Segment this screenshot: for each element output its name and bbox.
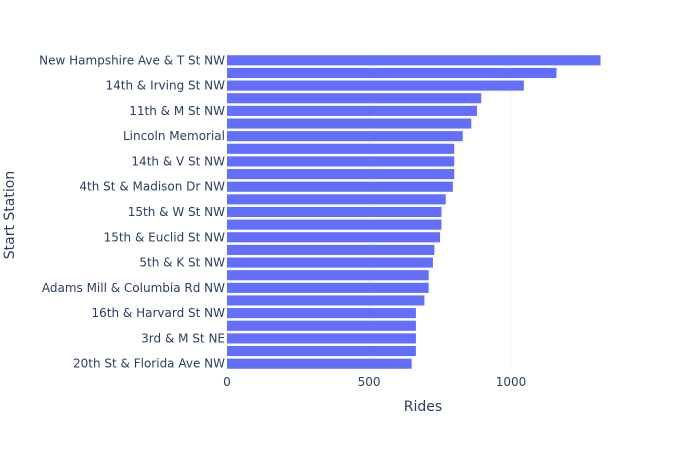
bar[interactable] xyxy=(227,232,441,243)
y-tick-label: Lincoln Memorial xyxy=(123,129,225,143)
x-tick-label: 1000 xyxy=(496,375,527,389)
bar[interactable] xyxy=(227,282,429,293)
y-tick-label: New Hampshire Ave & T St NW xyxy=(39,53,225,67)
bar[interactable] xyxy=(227,244,435,255)
x-tick-label: 0 xyxy=(223,375,231,389)
bar[interactable] xyxy=(227,156,455,167)
bar[interactable] xyxy=(227,194,446,205)
y-tick-label: 4th St & Madison Dr NW xyxy=(79,180,225,194)
bar[interactable] xyxy=(227,219,442,230)
y-tick-label: 14th & V St NW xyxy=(131,154,225,168)
y-tick-label: 3rd & M St NE xyxy=(141,331,225,345)
bar[interactable] xyxy=(227,206,442,218)
bar[interactable] xyxy=(227,270,429,281)
bars xyxy=(227,55,601,369)
y-tick-label: 14th & Irving St NW xyxy=(106,79,226,93)
bar[interactable] xyxy=(227,118,472,129)
y-tick-label: 16th & Harvard St NW xyxy=(92,306,226,320)
y-tick-label: 11th & M St NW xyxy=(129,104,225,118)
bar[interactable] xyxy=(227,358,412,369)
bar[interactable] xyxy=(227,308,416,319)
y-tick-label: 15th & Euclid St NW xyxy=(104,230,226,244)
bar[interactable] xyxy=(227,55,601,66)
bar[interactable] xyxy=(227,345,416,357)
bar[interactable] xyxy=(227,131,463,142)
bar[interactable] xyxy=(227,169,455,180)
bar[interactable] xyxy=(227,295,425,306)
bar[interactable] xyxy=(227,320,416,331)
bar[interactable] xyxy=(227,143,455,154)
x-tick-labels: 0 500 1000 xyxy=(223,375,526,389)
bar[interactable] xyxy=(227,333,416,344)
bar[interactable] xyxy=(227,67,557,79)
y-axis-title: Start Station xyxy=(2,171,18,259)
x-axis-title: Rides xyxy=(404,399,442,415)
bar[interactable] xyxy=(227,257,433,268)
x-tick-label: 500 xyxy=(358,375,381,389)
bar[interactable] xyxy=(227,105,477,116)
bar[interactable] xyxy=(227,93,482,104)
y-tick-labels: New Hampshire Ave & T St NW 14th & Irving… xyxy=(39,53,225,370)
y-tick-label: 20th St & Florida Ave NW xyxy=(73,357,225,371)
bar[interactable] xyxy=(227,80,524,91)
y-tick-label: 15th & W St NW xyxy=(128,205,225,219)
y-tick-label: 5th & K St NW xyxy=(139,256,225,270)
y-tick-label: Adams Mill & Columbia Rd NW xyxy=(42,281,225,295)
bar[interactable] xyxy=(227,181,453,192)
